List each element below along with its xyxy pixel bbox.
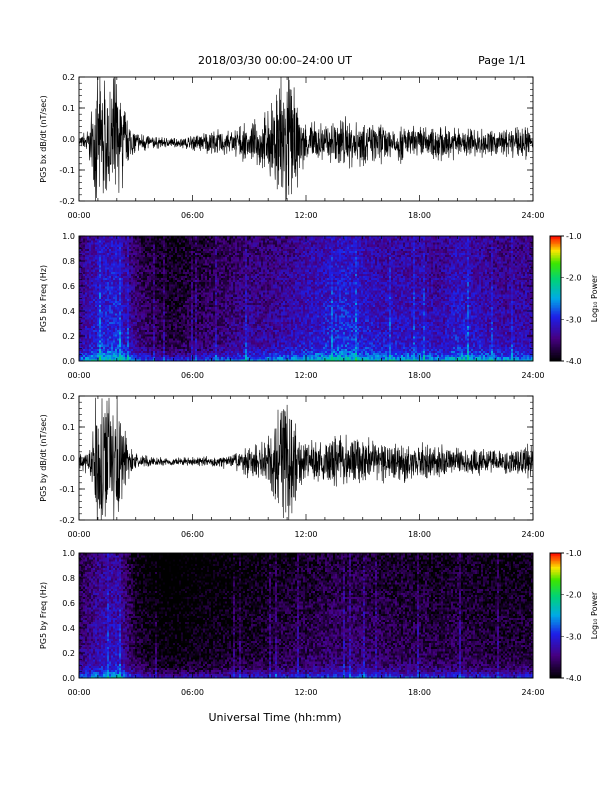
y-tick-label: 0.1 [62, 104, 75, 113]
x-tick-label: 18:00 [408, 211, 431, 220]
y-axis-title: PG5 bx dB/dt (nT/sec) [39, 95, 48, 182]
panel-1: 0.2 0.1 0.0 -0.1 -0.2 00:00 06:00 12:00 18:00 24:… [39, 73, 545, 220]
y-tick-label: 0.0 [62, 135, 75, 144]
y-tick-label: -0.2 [59, 197, 75, 206]
waveform-series [79, 77, 533, 201]
page-indicator: Page 1/1 [478, 54, 526, 67]
x-tick-label: 24:00 [521, 211, 544, 220]
y-tick-label: -0.1 [59, 166, 75, 175]
y-tick-label: 0.2 [62, 73, 75, 82]
x-tick-label: 12:00 [294, 211, 317, 220]
x-axis-title: Universal Time (hh:mm) [209, 711, 342, 724]
chart-title: 2018/03/30 00:00–24:00 UT [198, 54, 352, 67]
panels-group: 0.2 0.1 0.0 -0.1 -0.2 00:00 06:00 12:00 18:00 24:… [39, 73, 599, 697]
x-tick-label: 00:00 [67, 211, 90, 220]
x-tick-label: 06:00 [181, 211, 204, 220]
spectrogram-cells [79, 236, 533, 361]
